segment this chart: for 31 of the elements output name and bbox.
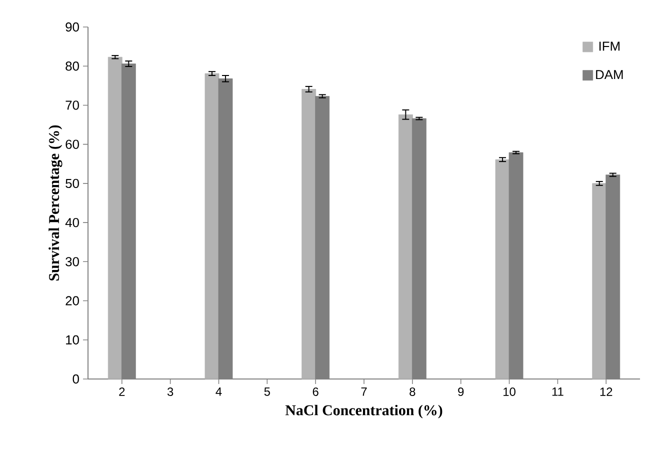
bar xyxy=(592,183,607,380)
x-tick-label: 2 xyxy=(119,388,125,396)
y-tick-label: 80 xyxy=(66,62,79,71)
legend-label: IFM xyxy=(599,42,620,51)
x-tick-label: 6 xyxy=(312,388,318,396)
y-tick-label: 70 xyxy=(66,100,79,110)
x-tick-label: 4 xyxy=(216,388,222,396)
bar xyxy=(302,88,316,380)
y-tick-label: 0 xyxy=(72,374,79,384)
x-tick-label: 10 xyxy=(504,388,516,396)
y-tick-label: 40 xyxy=(65,218,79,228)
legend-label: DAM xyxy=(596,70,623,80)
y-tick-label: 30 xyxy=(66,257,79,266)
bar xyxy=(108,56,122,380)
bar xyxy=(495,159,510,380)
x-tick-label: 5 xyxy=(264,388,270,396)
y-tick-label: 20 xyxy=(66,296,79,306)
y-axis-title: Survival Percentage (%) xyxy=(48,125,62,280)
y-tick-label: 90 xyxy=(66,22,79,32)
x-tick-label: 11 xyxy=(552,388,564,396)
y-tick-label: 60 xyxy=(66,140,79,149)
x-tick-label: 8 xyxy=(410,388,416,396)
x-axis-title: NaCl Concentration (%) xyxy=(285,404,442,418)
bar xyxy=(398,114,413,380)
x-tick-label: 3 xyxy=(167,388,174,396)
y-tick-label: 50 xyxy=(66,178,79,188)
x-tick-label: 7 xyxy=(361,388,367,396)
x-tick-label: 9 xyxy=(458,388,464,396)
bar xyxy=(204,73,220,380)
y-tick-label: 10 xyxy=(66,335,79,344)
x-tick-label: 12 xyxy=(600,388,612,396)
